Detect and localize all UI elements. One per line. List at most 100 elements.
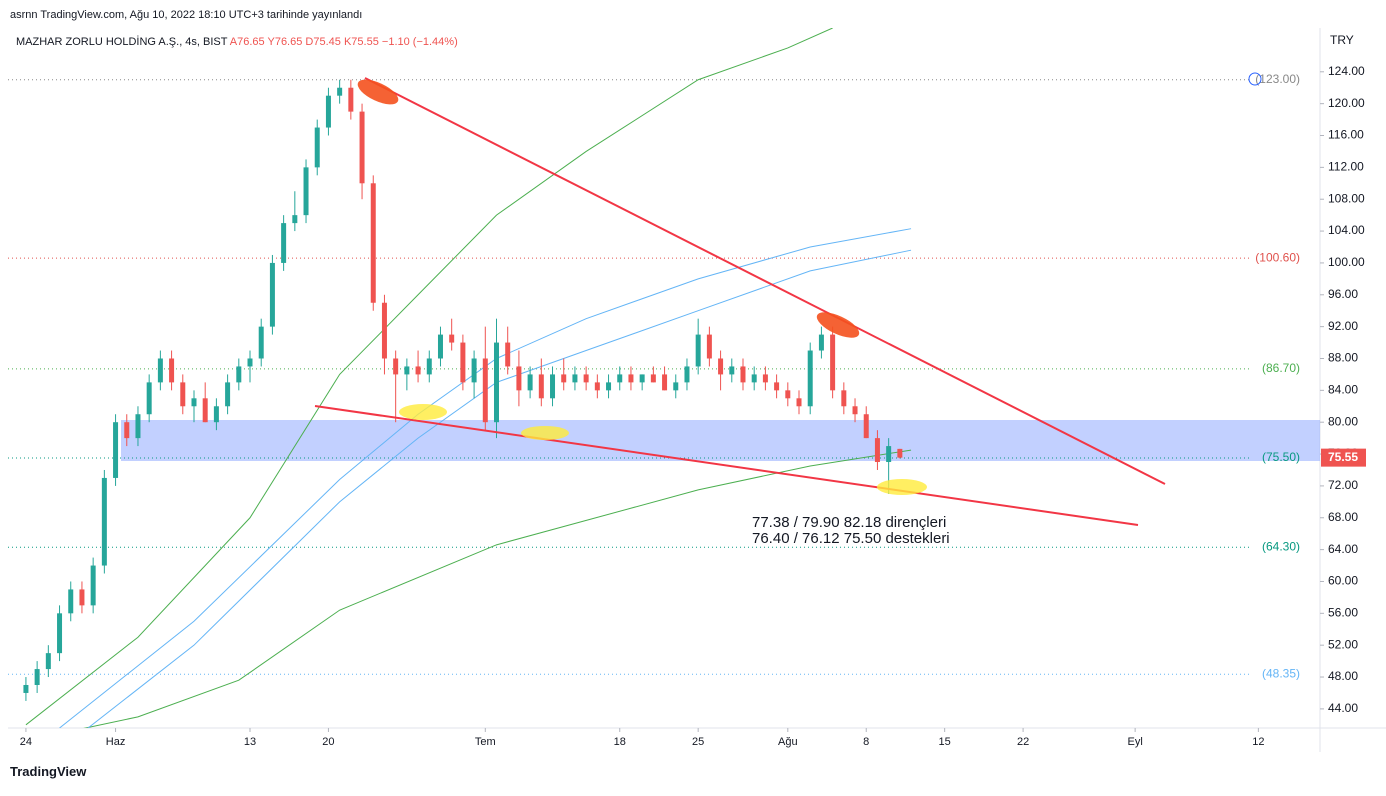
candle-body bbox=[303, 167, 309, 216]
highlight bbox=[521, 426, 569, 440]
currency: TRY bbox=[1330, 33, 1354, 47]
x-tick-label: Ağu bbox=[778, 736, 798, 748]
candle-body bbox=[650, 374, 656, 383]
candle-body bbox=[785, 390, 791, 399]
highlight bbox=[816, 312, 860, 338]
candle-body bbox=[281, 223, 287, 263]
trend-line bbox=[314, 405, 1139, 526]
candle-body bbox=[516, 366, 522, 391]
x-tick-label: Tem bbox=[475, 736, 496, 748]
candle-body bbox=[897, 448, 903, 458]
plot-area bbox=[8, 28, 1320, 728]
candle-body bbox=[729, 366, 735, 375]
candle-body bbox=[124, 422, 130, 439]
fib-level-label: (123.00) bbox=[1255, 72, 1300, 86]
y-tick-label: 104.00 bbox=[1328, 223, 1365, 237]
x-tick-label: Haz bbox=[106, 736, 126, 748]
ohlc-open: A76.65 bbox=[230, 36, 265, 48]
published: asrnn TradingView.com, Ağu 10, 2022 18:1… bbox=[10, 9, 362, 21]
y-tick-label: 56.00 bbox=[1328, 605, 1358, 619]
candle-body bbox=[337, 87, 343, 96]
candle-body bbox=[359, 111, 365, 184]
candle-body bbox=[113, 422, 119, 478]
x-tick-label: 22 bbox=[1017, 736, 1029, 748]
y-tick-label: 44.00 bbox=[1328, 701, 1358, 715]
candle-body bbox=[348, 87, 354, 112]
trend-line bbox=[364, 77, 1166, 485]
highlight bbox=[399, 404, 447, 420]
x-tick-label: 13 bbox=[244, 736, 256, 748]
y-tick-label: 68.00 bbox=[1328, 510, 1358, 524]
candle-body bbox=[191, 398, 197, 407]
anchor-point bbox=[1248, 72, 1262, 86]
candle-body bbox=[561, 374, 567, 383]
moving-average bbox=[25, 28, 833, 726]
moving-average bbox=[83, 449, 912, 728]
candle-body bbox=[213, 406, 219, 423]
annotation: 77.38 / 79.90 82.18 dirençleri bbox=[752, 514, 946, 531]
candle-body bbox=[740, 366, 746, 383]
candle-body bbox=[762, 374, 768, 383]
candle-body bbox=[23, 684, 29, 693]
candle-body bbox=[628, 374, 634, 383]
candle-body bbox=[169, 358, 175, 383]
candle-body bbox=[68, 589, 74, 614]
candle-body bbox=[886, 446, 892, 463]
candle-body bbox=[225, 382, 231, 407]
candle-body bbox=[684, 366, 690, 383]
candle-body bbox=[841, 390, 847, 407]
ohlc-high: Y76.65 bbox=[267, 36, 302, 48]
x-tick-label: 15 bbox=[939, 736, 951, 748]
y-tick-label: 92.00 bbox=[1328, 319, 1358, 333]
candle-body bbox=[45, 653, 51, 670]
x-tick-label: 20 bbox=[322, 736, 334, 748]
x-tick-label: 24 bbox=[20, 736, 32, 748]
candle-body bbox=[471, 358, 477, 383]
candle-body bbox=[673, 382, 679, 391]
candle-body bbox=[426, 358, 432, 375]
y-tick-label: 72.00 bbox=[1328, 478, 1358, 492]
candle-body bbox=[774, 382, 780, 391]
candle-body bbox=[449, 334, 455, 343]
candle-body bbox=[370, 183, 376, 303]
candle-body bbox=[404, 366, 410, 375]
candle-body bbox=[460, 342, 466, 383]
last-price-label: 75.55 bbox=[1328, 450, 1358, 464]
candle-body bbox=[79, 589, 85, 606]
x-tick-label: 8 bbox=[863, 736, 869, 748]
drawings: 77.38 / 79.90 82.18 dirençleri 76.40 / 7… bbox=[314, 72, 1262, 547]
symbol: MAZHAR ZORLU HOLDİNG A.Ş., 4s, BIST bbox=[16, 35, 228, 48]
fib-level-label: (75.50) bbox=[1262, 450, 1300, 464]
candle-body bbox=[57, 613, 63, 654]
candle-body bbox=[493, 342, 499, 423]
candle-body bbox=[269, 262, 275, 327]
ohlc-close: K75.55 bbox=[344, 36, 379, 48]
candle-body bbox=[830, 334, 836, 391]
y-tick-label: 88.00 bbox=[1328, 351, 1358, 365]
y-tick-label: 84.00 bbox=[1328, 383, 1358, 397]
candle-body bbox=[325, 95, 331, 128]
candle-body bbox=[538, 374, 544, 399]
candle-body bbox=[818, 334, 824, 351]
highlight bbox=[877, 479, 927, 495]
candle-body bbox=[482, 358, 488, 423]
candle-body bbox=[247, 358, 253, 367]
x-tick-label: 18 bbox=[614, 736, 626, 748]
candle-body bbox=[415, 366, 421, 375]
candle-body bbox=[606, 382, 612, 391]
candle-body bbox=[505, 342, 511, 367]
candle-body bbox=[314, 127, 320, 168]
candle-body bbox=[695, 334, 701, 367]
candle-body bbox=[796, 398, 802, 407]
y-tick-label: 64.00 bbox=[1328, 542, 1358, 556]
y-tick-label: 96.00 bbox=[1328, 287, 1358, 301]
fib-level-label: (48.35) bbox=[1262, 666, 1300, 680]
candle-body bbox=[572, 374, 578, 383]
fib-level-label: (86.70) bbox=[1262, 361, 1300, 375]
logo: TradingView bbox=[10, 764, 87, 779]
candle-body bbox=[258, 326, 264, 359]
candle-body bbox=[381, 302, 387, 359]
y-tick-label: 120.00 bbox=[1328, 96, 1365, 110]
fib-level-label: (64.30) bbox=[1262, 539, 1300, 553]
candle-body bbox=[437, 334, 443, 359]
